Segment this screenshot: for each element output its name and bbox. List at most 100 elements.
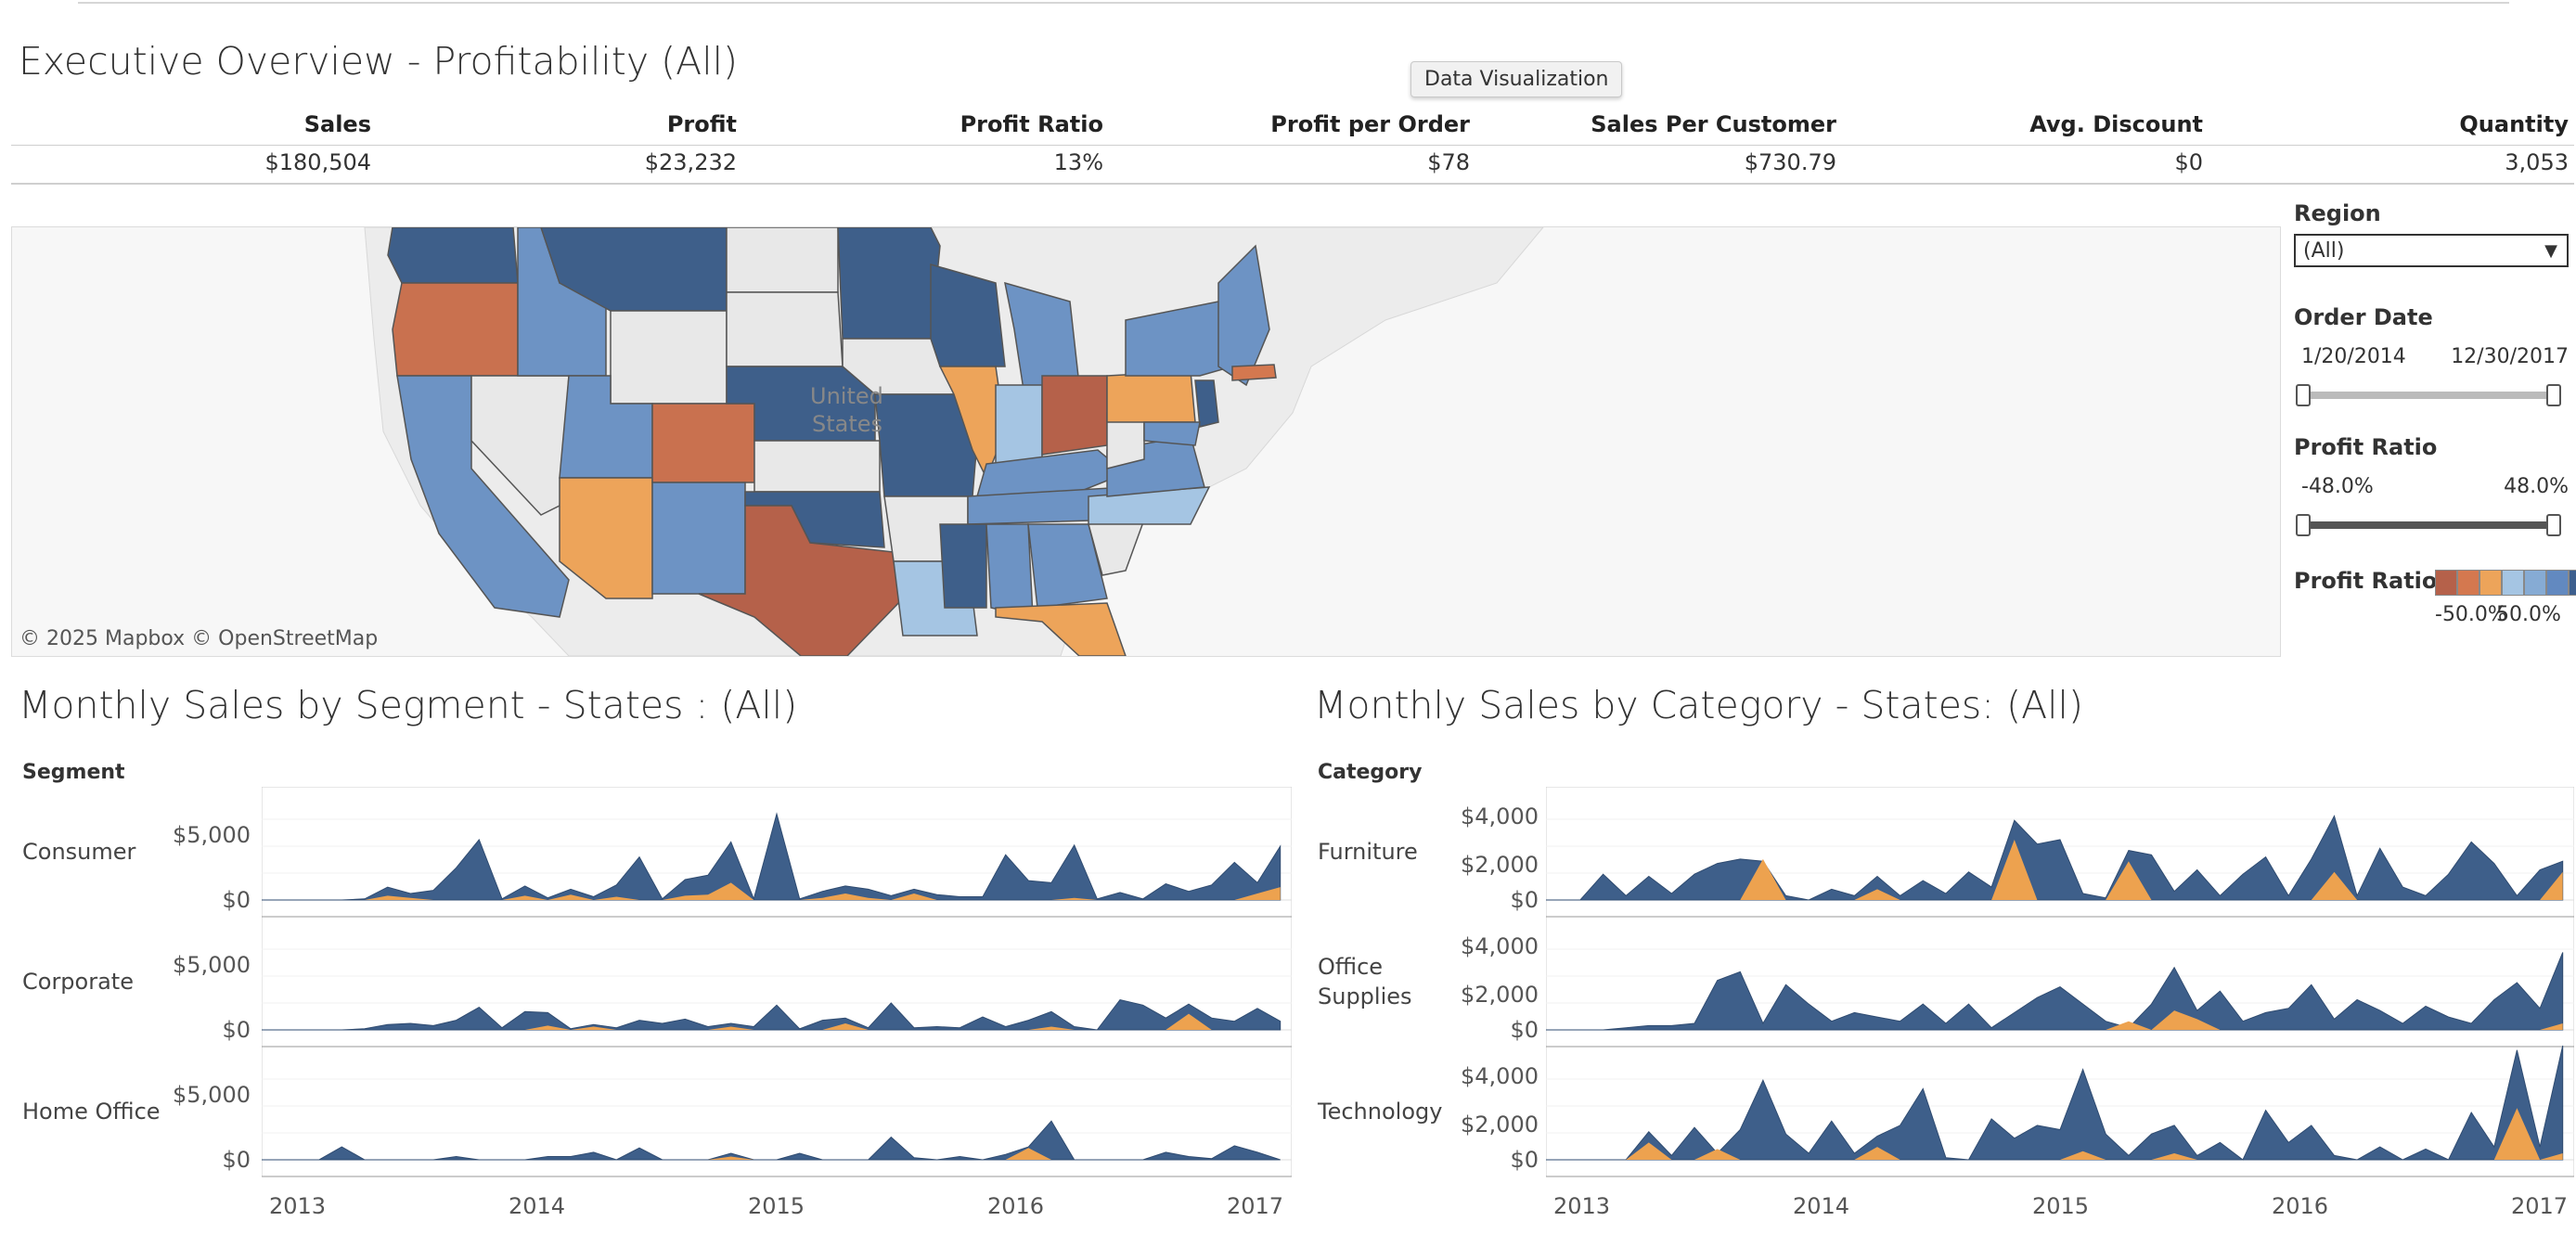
state-minnesota <box>837 227 941 340</box>
sales-area-corporate[interactable] <box>262 998 1282 1031</box>
kpi-value-profit: $23,232 <box>644 149 737 175</box>
segment-ytick: $5,000 <box>173 1082 251 1108</box>
state-maryland <box>1143 421 1201 446</box>
kpi-header-quantity: Quantity <box>2459 111 2569 137</box>
kpi-header-sales-per-customer: Sales Per Customer <box>1591 111 1836 137</box>
negative-profit-area-technology[interactable] <box>1546 1108 2563 1160</box>
map-country-label-1: United <box>810 383 883 409</box>
profit-ratio-legend-label: Profit Ratio <box>2294 568 2438 594</box>
segment-ytick: $0 <box>222 1147 251 1173</box>
order-date-end: 12/30/2017 <box>2451 345 2569 368</box>
segment-xtick: 2013 <box>269 1193 327 1219</box>
category-xtick: 2015 <box>2032 1193 2090 1219</box>
state-florida <box>995 602 1127 656</box>
us-profit-map[interactable]: United States © 2025 Mapbox © OpenStreet… <box>11 226 2281 657</box>
legend-swatch <box>2502 570 2524 596</box>
segment-row-label-home-office: Home Office <box>22 1099 161 1125</box>
category-ytick: $0 <box>1510 1147 1539 1173</box>
state-new-mexico <box>651 482 746 595</box>
sales-area-consumer[interactable] <box>262 812 1282 901</box>
state-pennsylvania <box>1106 370 1196 423</box>
legend-swatch <box>2569 570 2576 596</box>
category-xtick: 2014 <box>1793 1193 1850 1219</box>
legend-swatch <box>2524 570 2546 596</box>
category-ytick: $4,000 <box>1461 803 1539 829</box>
sales-area-office-supplies[interactable] <box>1546 952 2564 1031</box>
category-ytick: $4,000 <box>1461 933 1539 959</box>
category-row-label-technology: Technology <box>1318 1099 1443 1125</box>
segment-ytick: $5,000 <box>173 822 251 848</box>
order-date-slider-start-handle[interactable] <box>2296 384 2311 406</box>
category-row-label-furniture: Furniture <box>1318 839 1418 865</box>
category-chart-panel[interactable]: Furniture Office Supplies Technology $4,… <box>1307 787 2574 1232</box>
state-texas <box>698 505 904 656</box>
segment-ytick: $0 <box>222 1017 251 1043</box>
category-area-chart[interactable] <box>1546 787 2574 1182</box>
category-ytick: $2,000 <box>1461 1112 1539 1138</box>
region-dropdown[interactable]: (All) ▼ <box>2294 234 2569 267</box>
segment-chart-panel[interactable]: Consumer Corporate Home Office $5,000 $0… <box>11 787 1292 1232</box>
category-ytick: $0 <box>1510 887 1539 913</box>
category-xtick: 2016 <box>2272 1193 2329 1219</box>
category-ytick: $4,000 <box>1461 1063 1539 1089</box>
state-colorado <box>651 403 755 483</box>
kpi-value-profit-ratio: 13% <box>1053 149 1103 175</box>
state-new-jersey <box>1194 379 1219 428</box>
top-divider <box>78 2 2509 4</box>
segment-area-chart[interactable] <box>262 787 1292 1182</box>
data-visualization-tooltip: Data Visualization <box>1410 61 1623 97</box>
state-kansas <box>753 440 881 493</box>
kpi-value-quantity: 3,053 <box>2505 149 2569 175</box>
category-xtick: 2017 <box>2511 1193 2569 1219</box>
category-ytick: $0 <box>1510 1017 1539 1043</box>
profit-ratio-filter-label: Profit Ratio <box>2294 434 2438 460</box>
region-dropdown-value: (All) <box>2303 239 2345 263</box>
category-header: Category <box>1318 761 1423 784</box>
category-row-label-office-supplies-1: Office <box>1318 954 1384 980</box>
profit-ratio-slider-max-handle[interactable] <box>2546 514 2561 536</box>
state-kentucky <box>975 449 1127 497</box>
state-georgia <box>1027 523 1108 609</box>
category-chart-title: Monthly Sales by Category - States: (All… <box>1314 683 2083 727</box>
profit-ratio-max: 48.0% <box>2504 475 2569 498</box>
order-date-slider-end-handle[interactable] <box>2546 384 2561 406</box>
negative-profit-area-corporate[interactable] <box>262 1013 1281 1030</box>
kpi-value-row: $180,504 $23,232 13% $78 $730.79 $0 3,05… <box>11 146 2574 185</box>
order-date-slider-track[interactable] <box>2301 392 2554 399</box>
state-new-york <box>1125 301 1233 377</box>
state-north-dakota <box>726 227 839 293</box>
state-massachusetts <box>1231 364 1277 381</box>
state-indiana <box>995 384 1043 465</box>
state-arizona <box>559 477 653 599</box>
state-wyoming <box>610 310 728 405</box>
sales-area-technology[interactable] <box>1546 1045 2564 1161</box>
kpi-header-sales: Sales <box>303 111 371 137</box>
state-ohio <box>1041 375 1108 456</box>
state-oregon <box>392 282 519 377</box>
kpi-value-sales: $180,504 <box>264 149 371 175</box>
profit-ratio-slider-track[interactable] <box>2301 521 2554 529</box>
sales-area-home-office[interactable] <box>262 1120 1281 1161</box>
segment-xtick: 2016 <box>987 1193 1045 1219</box>
category-ytick: $2,000 <box>1461 982 1539 1008</box>
state-alabama <box>985 523 1034 618</box>
kpi-header-profit: Profit <box>666 111 737 137</box>
segment-xtick: 2017 <box>1227 1193 1284 1219</box>
map-attribution[interactable]: © 2025 Mapbox © OpenStreetMap <box>19 627 379 650</box>
chevron-down-icon: ▼ <box>2544 241 2557 261</box>
kpi-header-profit-ratio: Profit Ratio <box>960 111 1103 137</box>
segment-xtick: 2015 <box>748 1193 805 1219</box>
state-new-england <box>1217 244 1270 387</box>
kpi-value-profit-per-order: $78 <box>1427 149 1470 175</box>
profit-ratio-slider-min-handle[interactable] <box>2296 514 2311 536</box>
sales-area-furniture[interactable] <box>1546 815 2564 901</box>
segment-row-label-consumer: Consumer <box>22 839 136 865</box>
segment-chart-title: Monthly Sales by Segment - States : (All… <box>19 683 798 727</box>
category-ytick: $2,000 <box>1461 852 1539 878</box>
kpi-header-avg-discount: Avg. Discount <box>2029 111 2203 137</box>
map-canvas[interactable]: United States <box>12 227 2280 656</box>
segment-ytick: $0 <box>222 887 251 913</box>
negative-profit-area-home-office[interactable] <box>262 1148 1281 1160</box>
kpi-header-row: Sales Profit Profit Ratio Profit per Ord… <box>11 108 2574 146</box>
legend-max-label: 50.0% <box>2496 603 2561 626</box>
